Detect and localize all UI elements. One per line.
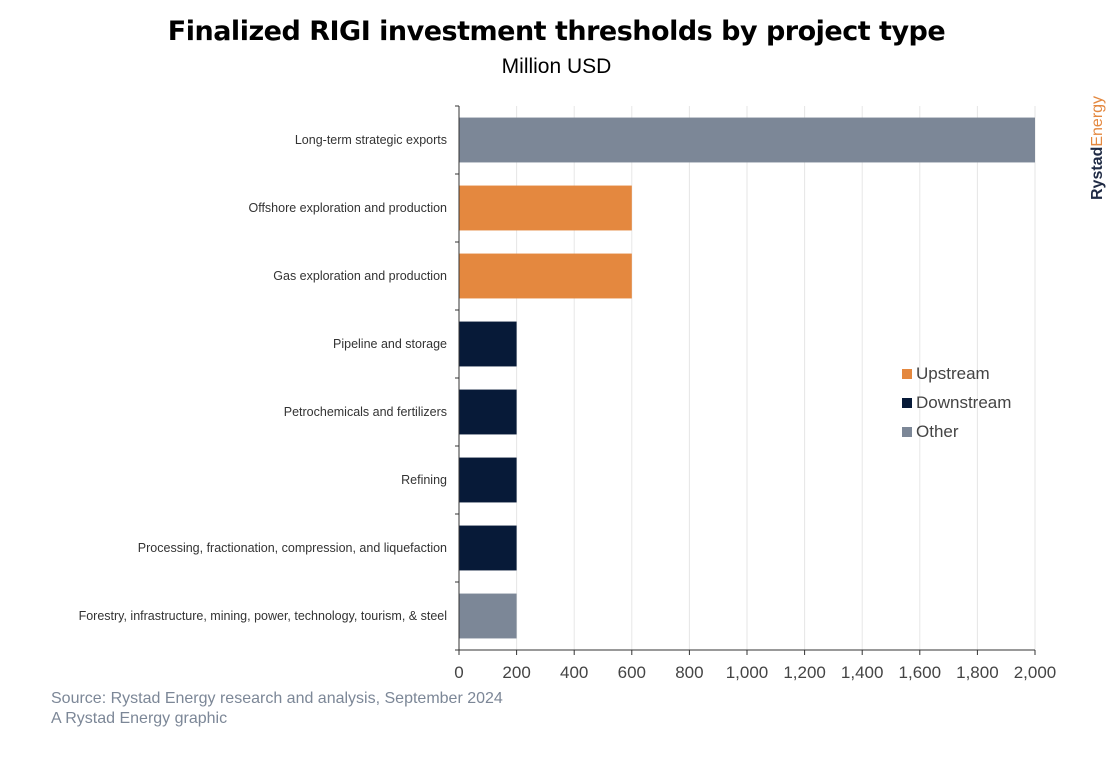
category-label: Petrochemicals and fertilizers bbox=[284, 405, 447, 419]
bar bbox=[459, 525, 517, 571]
x-tick-label: 0 bbox=[454, 663, 463, 682]
bar bbox=[459, 321, 517, 367]
bar bbox=[459, 593, 517, 639]
category-label: Pipeline and storage bbox=[333, 337, 447, 351]
bar bbox=[459, 253, 632, 299]
category-label: Offshore exploration and production bbox=[248, 201, 447, 215]
bar bbox=[459, 185, 632, 231]
x-tick-label: 400 bbox=[560, 663, 588, 682]
legend-swatch bbox=[902, 369, 912, 379]
x-tick-label: 200 bbox=[502, 663, 530, 682]
source-line: Source: Rystad Energy research and analy… bbox=[51, 690, 503, 707]
credit-line: A Rystad Energy graphic bbox=[51, 710, 228, 727]
brand-logo-part1: Rystad bbox=[1089, 147, 1106, 200]
legend-swatch bbox=[902, 427, 912, 437]
chart-title: Finalized RIGI investment thresholds by … bbox=[167, 16, 946, 47]
legend-label: Downstream bbox=[916, 393, 1012, 412]
legend-label: Upstream bbox=[916, 364, 990, 383]
x-tick-label: 600 bbox=[618, 663, 646, 682]
category-label: Forestry, infrastructure, mining, power,… bbox=[79, 609, 447, 623]
bar bbox=[459, 389, 517, 435]
x-tick-label: 1,000 bbox=[726, 663, 769, 682]
svg-text:RystadEnergy: RystadEnergy bbox=[1089, 96, 1106, 200]
legend-swatch bbox=[902, 398, 912, 408]
bar bbox=[459, 117, 1035, 163]
category-label: Processing, fractionation, compression, … bbox=[138, 541, 447, 555]
x-tick-label: 1,400 bbox=[841, 663, 884, 682]
brand-logo: RystadEnergy bbox=[1084, 88, 1110, 200]
x-tick-label: 1,600 bbox=[899, 663, 942, 682]
category-label: Refining bbox=[401, 473, 447, 487]
source-note: Source: Rystad Energy research and analy… bbox=[51, 689, 503, 729]
x-tick-label: 800 bbox=[675, 663, 703, 682]
category-label: Long-term strategic exports bbox=[295, 133, 447, 147]
x-tick-label: 1,800 bbox=[956, 663, 999, 682]
x-tick-label: 1,200 bbox=[783, 663, 826, 682]
chart-subtitle: Million USD bbox=[501, 55, 612, 78]
legend-label: Other bbox=[916, 422, 959, 441]
brand-logo-part2: Energy bbox=[1089, 96, 1106, 147]
x-tick-label: 2,000 bbox=[1014, 663, 1057, 682]
bar bbox=[459, 457, 517, 503]
category-label: Gas exploration and production bbox=[273, 269, 447, 283]
